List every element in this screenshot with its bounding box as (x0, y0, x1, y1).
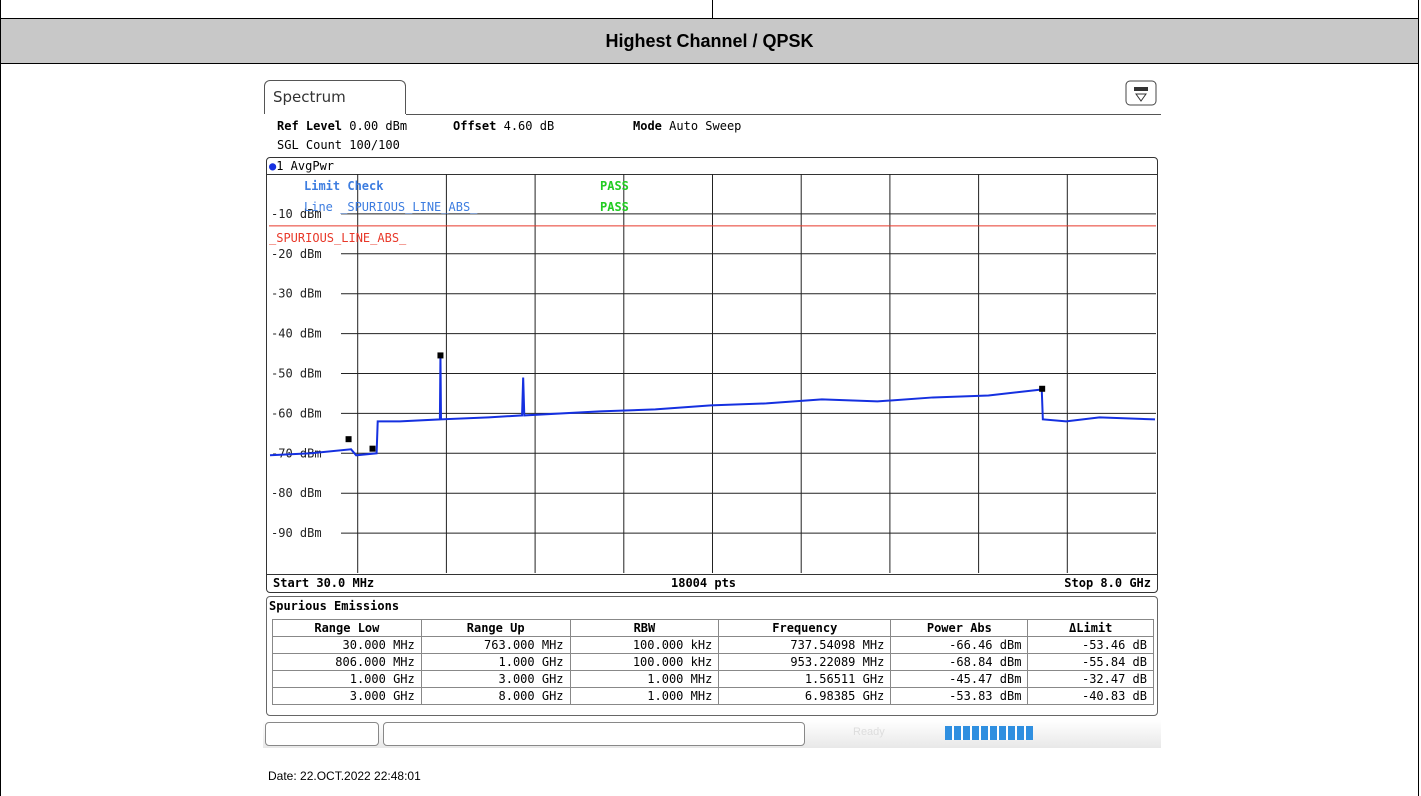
table-cell: -45.47 dBm (890, 670, 1029, 688)
trace-label: ●1 AvgPwr (269, 159, 335, 173)
table-cell: 953.22089 MHz (718, 653, 892, 671)
y-tick-label: -20 dBm (271, 247, 322, 261)
column-header: Frequency (718, 619, 892, 637)
table-cell: -53.46 dB (1027, 636, 1154, 654)
column-header: RBW (569, 619, 720, 637)
limit-line-name: _SPURIOUS_LINE_ABS_ (269, 231, 407, 245)
info-mode: Mode Auto Sweep (633, 119, 741, 133)
info-offset: Offset 4.60 dB (453, 119, 554, 133)
table-cell: -32.47 dB (1027, 670, 1154, 688)
start-label: Start 30.0 MHz (273, 576, 375, 590)
info-value: 4.60 dB (503, 119, 555, 133)
sgl-count: SGL Count 100/100 (277, 138, 400, 152)
table-row: 1.000 GHz 3.000 GHz 1.000 MHz 1.56511 GHz -4… (272, 670, 1154, 688)
y-tick-label: -90 dBm (271, 526, 322, 540)
table-row: 806.000 MHz 1.000 GHz 100.000 kHz 953.22089… (272, 653, 1154, 671)
menu-icon[interactable] (1125, 80, 1157, 106)
info-value: 0.00 dBm (349, 119, 408, 133)
info-label: Mode (633, 119, 662, 133)
table-cell: 30.000 MHz (272, 636, 422, 654)
y-tick-label: -10 dBm (271, 207, 322, 221)
tab[interactable]: Spectrum (264, 80, 406, 114)
table-cell: 1.000 MHz (569, 687, 720, 705)
trace-name: 1 AvgPwr (276, 159, 335, 173)
trace (269, 355, 1156, 457)
column-header: Range Low (272, 619, 422, 637)
date: Date: 22.OCT.2022 22:48:01 (268, 769, 421, 783)
table-cell: 1.000 GHz (420, 653, 571, 671)
table-cell: 763.000 MHz (420, 636, 571, 654)
points-label: 18004 pts (671, 576, 737, 590)
marker (345, 436, 352, 443)
divider (712, 0, 713, 18)
analyzer-screenshot: Spectrum Ref Level 0.00 dBm Offset 4.60 … (263, 78, 1161, 748)
table-cell: 1.56511 GHz (718, 670, 892, 688)
limit-check-label: Limit Check (304, 179, 384, 193)
status-text: Ready (853, 726, 885, 738)
table-cell: -68.84 dBm (890, 653, 1029, 671)
plot: -10 dBm -20 dBm -30 dBm -40 dBm -50 dBm -60 d… (269, 174, 1156, 573)
table-cell: 6.98385 GHz (718, 687, 892, 705)
table-cell: 1.000 GHz (272, 670, 422, 688)
limit-line-result: PASS (600, 200, 629, 214)
marker (369, 445, 376, 452)
rule (267, 574, 1157, 575)
column-header: ΔLimit (1027, 619, 1154, 637)
status-bar: Ready (263, 720, 1161, 748)
y-tick-label: -40 dBm (271, 327, 322, 341)
marker (437, 352, 444, 359)
info-label: Offset (453, 119, 497, 133)
table-cell: 3.000 GHz (420, 670, 571, 688)
table-cell: -55.84 dB (1027, 653, 1154, 671)
table-cell: 8.000 GHz (420, 687, 571, 705)
table-cell: -66.46 dBm (890, 636, 1029, 654)
limit-line-label: Line _SPURIOUS_LINE_ABS_ (304, 200, 478, 214)
tab-line (406, 114, 1161, 115)
spurious-table-box: Spurious Emissions Range Low Range Up RBW F… (266, 596, 1158, 716)
section-title: Highest Channel / QPSK (1, 18, 1418, 64)
info-label: Ref Level (277, 119, 343, 133)
table-row: 3.000 GHz 8.000 GHz 1.000 MHz 6.98385 GHz -5… (272, 687, 1154, 705)
table-cell: -53.83 dBm (890, 687, 1029, 705)
marker (1039, 385, 1046, 392)
input-box[interactable] (383, 722, 805, 746)
table-cell: -40.83 dB (1027, 687, 1154, 705)
table-row: 30.000 MHz 763.000 MHz 100.000 kHz 737.5409… (272, 636, 1154, 654)
info-value: Auto Sweep (669, 119, 742, 133)
stop-label: Stop 8.0 GHz (1064, 576, 1151, 590)
spurious-table: Range Low Range Up RBW Frequency Power Abs ΔL… (272, 619, 1154, 705)
table-cell: 3.000 GHz (272, 687, 422, 705)
column-header: Range Up (420, 619, 571, 637)
info-ref: Ref Level 0.00 dBm (277, 119, 407, 133)
table-cell: 100.000 kHz (569, 653, 720, 671)
table-cell: 1.000 MHz (569, 670, 720, 688)
y-tick-label: -60 dBm (271, 406, 322, 420)
progress (945, 726, 1033, 740)
table-title: Spurious Emissions (269, 599, 400, 613)
y-tick-label: -50 dBm (271, 367, 322, 381)
table-cell: 806.000 MHz (272, 653, 422, 671)
y-tick-label: -80 dBm (271, 486, 322, 500)
column-header: Power Abs (890, 619, 1029, 637)
table-cell: 737.54098 MHz (718, 636, 892, 654)
table-cell: 100.000 kHz (569, 636, 720, 654)
input-box[interactable] (265, 722, 379, 746)
y-tick-label: -30 dBm (271, 287, 322, 301)
limit-check-result: PASS (600, 179, 629, 193)
